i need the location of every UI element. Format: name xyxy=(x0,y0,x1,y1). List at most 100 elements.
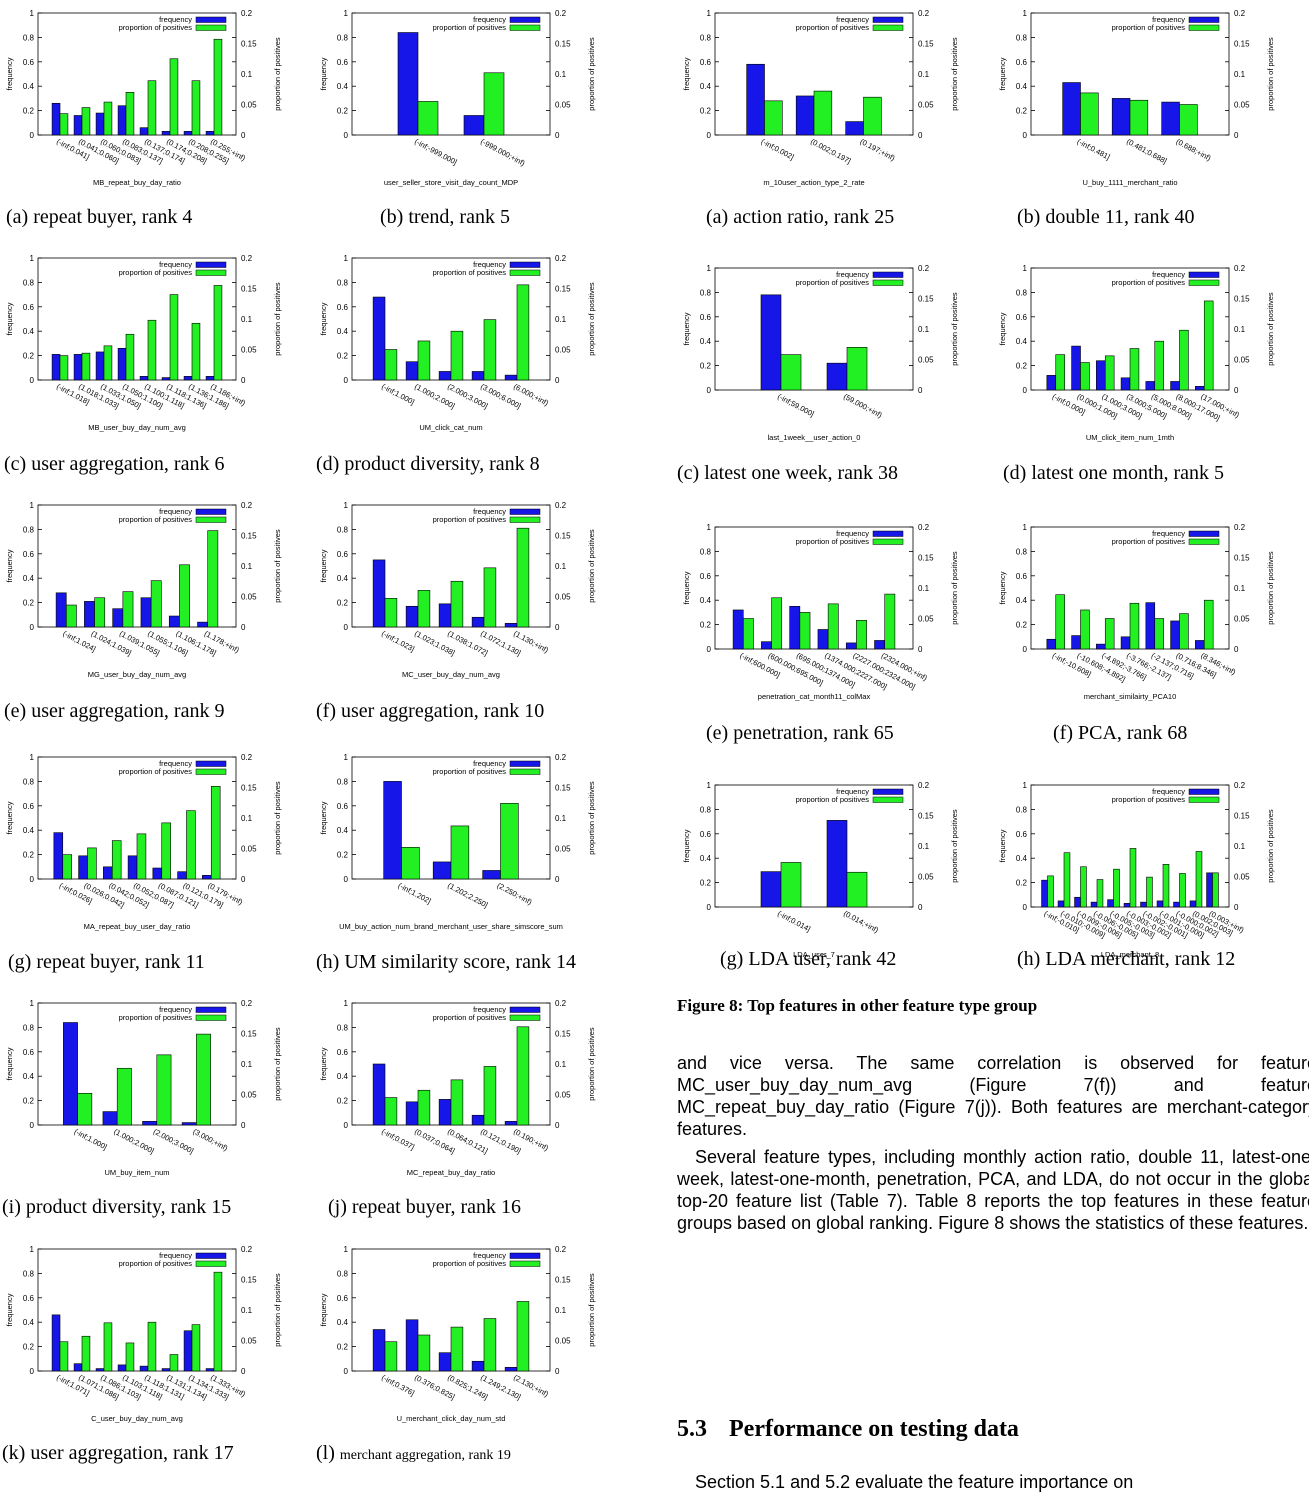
bar-frequency xyxy=(197,621,209,628)
left-tick-label: 0.4 xyxy=(337,327,349,336)
legend-frequency-swatch xyxy=(1188,530,1220,537)
x-axis-label: last_1week__user_action_0 xyxy=(768,433,861,442)
bar-positives xyxy=(764,100,783,136)
legend-frequency-swatch xyxy=(509,508,541,515)
x-axis-label: MA_repeat_buy_user_day_ratio xyxy=(84,922,191,931)
legend-positives-label: proportion of positives xyxy=(433,268,507,277)
bar-positives xyxy=(450,1079,464,1126)
bar-frequency xyxy=(874,640,886,650)
right-tick-label: 0.2 xyxy=(555,501,567,510)
left-axis-label: frequency xyxy=(5,1047,14,1080)
left-axis-label: frequency xyxy=(319,549,328,582)
right-tick-label: 0.2 xyxy=(1234,9,1246,18)
chart-repeat-buyer-rank16: 0 0.2 0.4 0.6 0.8 1 0 0.05 0.1 0.15 0.2 frequency pr… xyxy=(314,998,614,1198)
left-tick-label: 0.4 xyxy=(337,826,349,835)
left-tick-label: 0.8 xyxy=(337,525,349,534)
bar-frequency xyxy=(471,1360,485,1372)
plot-frame xyxy=(714,526,914,650)
x-axis-label: C_user_buy_day_num_avg xyxy=(91,1414,183,1423)
right-tick-label: 0 xyxy=(918,386,923,395)
left-axis-label: frequency xyxy=(682,829,691,862)
left-tick-label: 0.2 xyxy=(700,879,712,888)
right-tick-label: 0.1 xyxy=(555,315,567,324)
left-tick-label: 0.6 xyxy=(337,802,349,811)
bar-frequency xyxy=(471,616,485,628)
bar-frequency xyxy=(95,351,105,381)
bar-positives xyxy=(1080,92,1099,136)
right-tick-label: 0.05 xyxy=(241,1091,257,1100)
right-tick-label: 0.05 xyxy=(555,845,571,854)
bar-positives xyxy=(1129,602,1140,650)
chart-latest-month-rank5: 0 0.2 0.4 0.6 0.8 1 0 0.05 0.1 0.15 0.2 frequency pr… xyxy=(993,263,1293,463)
legend-positives-label: proportion of positives xyxy=(119,23,193,32)
bar-frequency xyxy=(1107,899,1114,908)
legend-positives-swatch xyxy=(1188,24,1220,31)
legend-positives-swatch xyxy=(1188,538,1220,545)
caption-g-right: (g) LDA user, rank 42 xyxy=(720,948,897,970)
bar-frequency xyxy=(795,95,815,136)
legend-positives-swatch xyxy=(872,796,904,803)
bar-positives xyxy=(111,840,122,880)
bar-frequency xyxy=(1161,101,1180,136)
plot-frame xyxy=(714,784,914,908)
bar-positives xyxy=(103,101,113,136)
legend-frequency-swatch xyxy=(1188,788,1220,795)
right-tick-label: 0 xyxy=(241,1121,246,1130)
bar-positives xyxy=(116,1067,132,1126)
bar-positives xyxy=(1179,104,1198,136)
plot-frame xyxy=(351,12,551,136)
left-tick-label: 0.6 xyxy=(700,830,712,839)
right-tick-label: 0.2 xyxy=(918,9,930,18)
bar-positives xyxy=(207,530,219,628)
legend-frequency-label: frequency xyxy=(1152,529,1185,538)
x-axis-label: UM_buy_action_num_brand_merchant_user_sh… xyxy=(339,922,563,931)
bar-frequency xyxy=(1090,901,1098,908)
right-tick-label: 0.15 xyxy=(1234,812,1250,821)
caption-d-right: (d) latest one month, rank 5 xyxy=(1003,462,1225,484)
left-tick-label: 1 xyxy=(30,9,35,18)
bar-frequency xyxy=(1096,643,1106,650)
left-tick-label: 1 xyxy=(30,501,35,510)
bar-frequency xyxy=(95,1368,105,1372)
right-tick-label: 0.2 xyxy=(555,9,567,18)
right-tick-label: 0.05 xyxy=(241,101,257,110)
bar-positives xyxy=(450,330,464,381)
left-axis-label: frequency xyxy=(319,801,328,834)
bar-positives xyxy=(1203,300,1214,391)
bar-frequency xyxy=(438,1352,452,1372)
legend-positives-label: proportion of positives xyxy=(119,1259,193,1268)
right-tick-label: 0.2 xyxy=(918,781,930,790)
left-tick-label: 0 xyxy=(344,623,349,632)
bar-frequency xyxy=(1071,635,1081,650)
chart-user-aggregation-rank9: 0 0.2 0.4 0.6 0.8 1 0 0.05 0.1 0.15 0.2 frequency pr… xyxy=(0,500,300,700)
bar-frequency xyxy=(405,1319,419,1372)
left-tick-label: 0 xyxy=(1023,645,1028,654)
bar-frequency xyxy=(504,1121,518,1126)
right-axis-label: proportion of positives xyxy=(950,809,959,883)
bar-frequency xyxy=(63,1022,78,1126)
legend-frequency-label: frequency xyxy=(1152,270,1185,279)
x-axis-label: MC_user_buy_day_num_avg xyxy=(402,670,500,679)
bar-positives xyxy=(87,847,97,880)
legend-frequency-label: frequency xyxy=(159,15,192,24)
legend-positives-swatch xyxy=(195,24,227,31)
legend-positives-label: proportion of positives xyxy=(1112,537,1186,546)
right-tick-label: 0 xyxy=(1234,903,1239,912)
bar-positives xyxy=(1146,876,1153,908)
right-tick-label: 0 xyxy=(555,1121,560,1130)
right-tick-label: 0.05 xyxy=(918,101,934,110)
bar-positives xyxy=(213,285,223,381)
chart-action-ratio-rank25: 0 0.2 0.4 0.6 0.8 1 0 0.05 0.1 0.15 0.2 frequency pr… xyxy=(677,8,977,208)
paragraph-1: and vice versa. The same correlation is … xyxy=(677,1053,1309,1139)
right-tick-label: 0.1 xyxy=(918,325,930,334)
legend-frequency-swatch xyxy=(509,1252,541,1259)
figure-title: Figure 8: Top features in other feature … xyxy=(677,996,1038,1015)
bar-frequency xyxy=(1046,375,1057,391)
bar-positives xyxy=(516,527,530,628)
right-tick-label: 0.1 xyxy=(1234,325,1246,334)
legend-positives-label: proportion of positives xyxy=(796,537,870,546)
